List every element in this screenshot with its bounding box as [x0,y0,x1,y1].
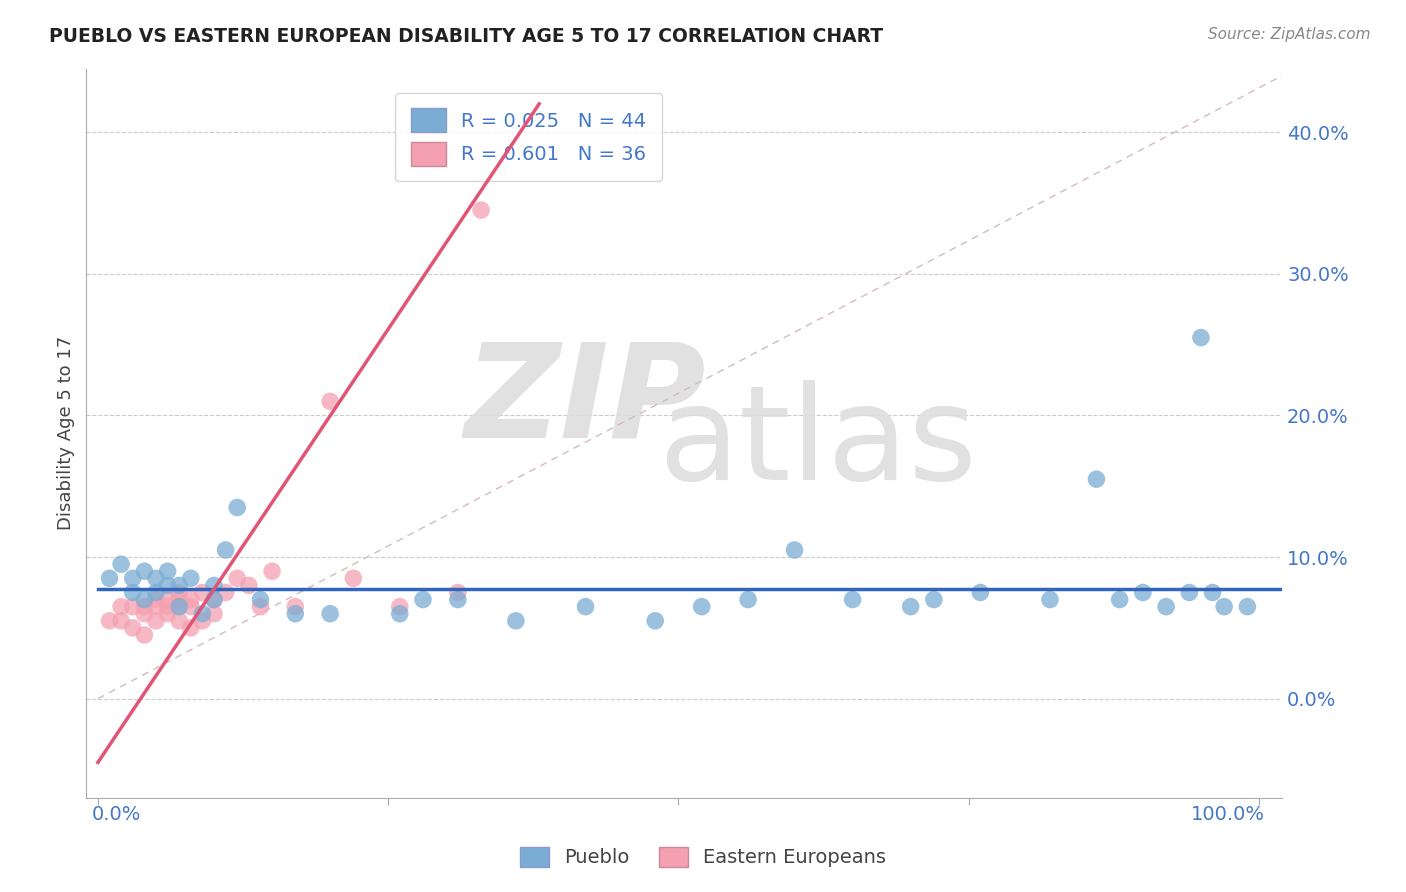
Point [156,592,179,607]
Point [110,599,132,614]
Point [900,599,922,614]
Point [319,607,342,621]
Point [249,592,271,607]
Point [110,557,132,571]
Point [214,585,236,599]
Point [134,607,156,621]
Point [156,578,179,592]
Point [121,621,143,635]
Point [922,592,945,607]
Point [98,571,121,585]
Point [167,592,190,607]
Point [134,592,156,607]
Point [134,564,156,578]
Point [167,585,190,599]
Point [574,599,596,614]
Point [226,571,249,585]
Point [98,614,121,628]
Point [969,585,991,599]
Point [145,599,167,614]
Point [121,585,143,599]
Point [690,599,713,614]
Point [262,564,284,578]
Point [284,607,307,621]
Point [1039,592,1062,607]
Point [447,585,470,599]
Point [1085,472,1108,486]
Point [505,614,527,628]
Point [134,599,156,614]
Text: 0.0%: 0.0% [93,805,142,824]
Point [110,614,132,628]
Point [284,599,307,614]
Point [319,394,342,409]
Point [134,628,156,642]
Point [180,592,202,607]
Point [447,592,470,607]
Point [167,614,190,628]
Point [470,203,492,218]
Point [145,592,167,607]
Point [191,607,214,621]
Point [737,592,759,607]
Point [1236,599,1258,614]
Point [783,543,806,558]
Point [1154,599,1177,614]
Point [388,607,411,621]
Point [226,500,249,515]
Text: atlas: atlas [658,380,977,508]
Text: 100.0%: 100.0% [1191,805,1265,824]
Point [1213,599,1236,614]
Point [167,578,190,592]
Text: ZIP: ZIP [465,338,706,465]
Y-axis label: Disability Age 5 to 17: Disability Age 5 to 17 [58,336,75,530]
Point [202,607,225,621]
Point [1108,592,1130,607]
Point [202,592,225,607]
Point [167,599,190,614]
Point [180,599,202,614]
Point [191,614,214,628]
Point [180,621,202,635]
Point [156,607,179,621]
Text: Source: ZipAtlas.com: Source: ZipAtlas.com [1208,27,1371,42]
Point [1201,585,1223,599]
Point [202,578,225,592]
Point [249,599,271,614]
Point [1189,330,1212,344]
Point [156,599,179,614]
Text: PUEBLO VS EASTERN EUROPEAN DISABILITY AGE 5 TO 17 CORRELATION CHART: PUEBLO VS EASTERN EUROPEAN DISABILITY AG… [49,27,883,45]
Point [167,599,190,614]
Point [388,599,411,614]
Legend: Pueblo, Eastern Europeans: Pueblo, Eastern Europeans [512,839,894,875]
Point [214,543,236,558]
Point [1178,585,1201,599]
Point [1132,585,1154,599]
Point [191,585,214,599]
Point [412,592,434,607]
Point [841,592,863,607]
Point [342,571,364,585]
Legend: R = 0.025   N = 44, R = 0.601   N = 36: R = 0.025 N = 44, R = 0.601 N = 36 [395,93,662,181]
Point [238,578,260,592]
Point [145,585,167,599]
Point [121,599,143,614]
Point [156,564,179,578]
Point [145,571,167,585]
Point [644,614,666,628]
Point [202,592,225,607]
Point [145,614,167,628]
Point [180,571,202,585]
Point [121,571,143,585]
